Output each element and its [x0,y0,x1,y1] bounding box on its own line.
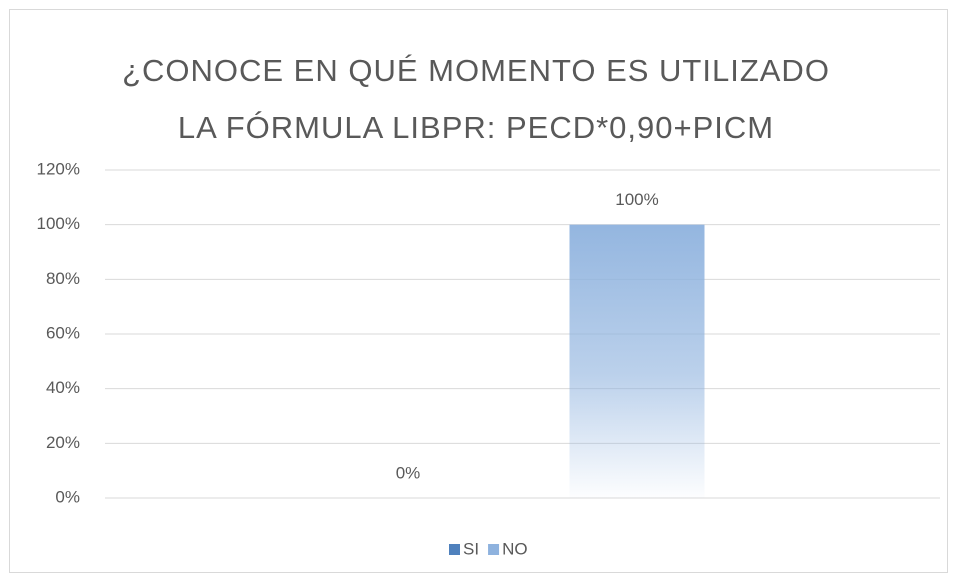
y-tick-label: 120% [37,159,80,178]
bar [569,224,705,498]
legend-label: SI [463,539,479,558]
chart-border [9,9,948,573]
y-tick-label: 80% [46,269,80,288]
y-tick-label: 0% [55,487,80,506]
y-tick-label: 60% [46,323,80,342]
y-tick-label: 20% [46,433,80,452]
data-label: 100% [615,190,658,209]
y-tick-label: 100% [37,214,80,233]
legend-label: NO [502,539,528,558]
data-label: 0% [396,463,421,482]
chart-title: ¿CONOCE EN QUÉ MOMENTO ES UTILIZADO LA FÓ… [122,53,830,145]
y-tick-label: 40% [46,378,80,397]
legend-swatch [449,544,460,555]
legend-swatch [488,544,500,555]
